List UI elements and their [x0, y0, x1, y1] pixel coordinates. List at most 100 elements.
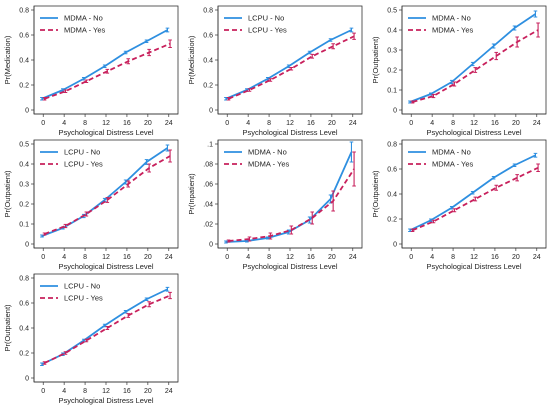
x-tick-label: 16	[123, 388, 131, 395]
y-axis-title: Pr(Outpatient)	[371, 36, 380, 84]
chart-panel-4: 0 0.1 0.2 0.3 0.4 0.5 0 4 8 12 16 20 24 Psychological…	[3, 139, 179, 271]
x-tick-label: 8	[267, 254, 271, 261]
y-tick-label: 0.6	[19, 32, 29, 39]
y-tick-label: 0.1	[19, 221, 29, 228]
x-axis-title: Psychological Distress Level	[242, 128, 337, 137]
x-tick-label: 16	[307, 120, 315, 127]
x-tick-label: 4	[62, 120, 66, 127]
series-no	[224, 141, 354, 244]
x-tick-label: 24	[165, 120, 173, 127]
series-line	[225, 29, 352, 100]
legend-label: LCPU - Yes	[248, 26, 287, 35]
y-tick-label: 0.3	[19, 181, 29, 188]
y-tick-label: 0.4	[19, 57, 29, 64]
plot-frame	[217, 5, 363, 115]
legend-label: LCPU - Yes	[64, 160, 103, 169]
x-tick-label: 24	[533, 120, 541, 127]
y-tick-label: 0.4	[203, 57, 213, 64]
legend-label: MDMA - No	[432, 14, 471, 23]
x-tick-label: 0	[225, 254, 229, 261]
x-tick-label: 0	[225, 120, 229, 127]
y-tick-label: 0.2	[387, 216, 397, 223]
x-axis-title: Psychological Distress Level	[426, 262, 521, 271]
y-tick-label: 0.8	[203, 7, 213, 14]
y-tick-label: 0	[25, 375, 29, 382]
y-tick-label: 0.2	[19, 201, 29, 208]
x-tick-label: 24	[349, 254, 357, 261]
y-tick-label: 0	[393, 107, 397, 114]
x-tick-label: 12	[102, 120, 110, 127]
legend-label: MDMA - Yes	[248, 160, 290, 169]
chart-panel-2: 0 0.2 0.4 0.6 0.8 0 4 8 12 16 20 24 Psychological Di…	[187, 5, 363, 137]
series-yes	[226, 32, 356, 101]
plot-frame	[33, 5, 179, 115]
series-line	[44, 294, 171, 364]
y-tick-label: 0.5	[19, 141, 29, 148]
x-tick-label: 12	[470, 120, 478, 127]
series-line	[44, 155, 171, 235]
series-no	[40, 27, 170, 101]
x-tick-label: 12	[470, 254, 478, 261]
series-line	[228, 168, 355, 242]
y-tick-label: 0.3	[387, 47, 397, 54]
x-tick-label: 20	[144, 254, 152, 261]
y-tick-label: .08	[203, 161, 213, 168]
series-line	[44, 42, 171, 100]
y-tick-label: 0.5	[387, 7, 397, 14]
series-line	[41, 29, 168, 100]
y-tick-label: .04	[203, 201, 213, 208]
legend-label: MDMA - No	[248, 148, 287, 157]
x-tick-label: 0	[41, 388, 45, 395]
x-tick-label: 16	[491, 120, 499, 127]
y-tick-label: 0.2	[387, 67, 397, 74]
series-yes	[42, 39, 172, 101]
x-tick-label: 0	[409, 254, 413, 261]
series-line	[412, 29, 539, 103]
x-tick-label: 4	[62, 254, 66, 261]
y-axis-title: Pr(Outpatient)	[3, 170, 12, 218]
x-tick-label: 20	[512, 254, 520, 261]
x-tick-label: 24	[165, 254, 173, 261]
x-tick-label: 8	[451, 120, 455, 127]
x-tick-label: 20	[144, 120, 152, 127]
y-tick-label: .06	[203, 181, 213, 188]
y-tick-label: 0	[209, 107, 213, 114]
x-axis-title: Psychological Distress Level	[58, 128, 153, 137]
chart-panel-7: 0 0.2 0.4 0.6 0.8 0 4 8 12 16 20 24 Psychological Di…	[3, 273, 179, 405]
y-axis-title: Pr(Outpatient)	[371, 170, 380, 218]
y-tick-label: 0.8	[19, 275, 29, 282]
x-tick-label: 0	[409, 120, 413, 127]
y-tick-label: 0	[25, 241, 29, 248]
y-axis-title: Pr(Outpatient)	[3, 304, 12, 352]
x-tick-label: 8	[83, 120, 87, 127]
x-tick-label: 4	[430, 120, 434, 127]
y-tick-label: 0.6	[19, 300, 29, 307]
legend-label: MDMA - Yes	[432, 26, 474, 35]
x-tick-label: 16	[123, 254, 131, 261]
x-tick-label: 16	[491, 254, 499, 261]
y-axis-title: Pr(Medication)	[187, 35, 196, 84]
y-tick-label: 0	[25, 107, 29, 114]
x-tick-label: 20	[328, 254, 336, 261]
legend-label: LCPU - Yes	[64, 294, 103, 303]
y-axis-title: Pr(Medication)	[3, 35, 12, 84]
x-tick-label: 24	[165, 388, 173, 395]
x-axis-title: Psychological Distress Level	[242, 262, 337, 271]
x-axis-title: Psychological Distress Level	[426, 128, 521, 137]
y-tick-label: 0.2	[19, 82, 29, 89]
series-yes	[410, 163, 540, 232]
y-tick-label: 0.1	[387, 87, 397, 94]
x-tick-label: 20	[328, 120, 336, 127]
y-tick-label: 0	[209, 241, 213, 248]
x-tick-label: 24	[349, 120, 357, 127]
x-tick-label: 4	[246, 254, 250, 261]
y-axis-title: Pr(Inpatient)	[187, 173, 196, 215]
x-tick-label: 16	[123, 120, 131, 127]
x-tick-label: 4	[62, 388, 66, 395]
x-axis-title: Psychological Distress Level	[58, 262, 153, 271]
x-tick-label: 8	[267, 120, 271, 127]
x-tick-label: 12	[286, 120, 294, 127]
x-tick-label: 12	[102, 388, 110, 395]
y-tick-label: 0.4	[387, 27, 397, 34]
